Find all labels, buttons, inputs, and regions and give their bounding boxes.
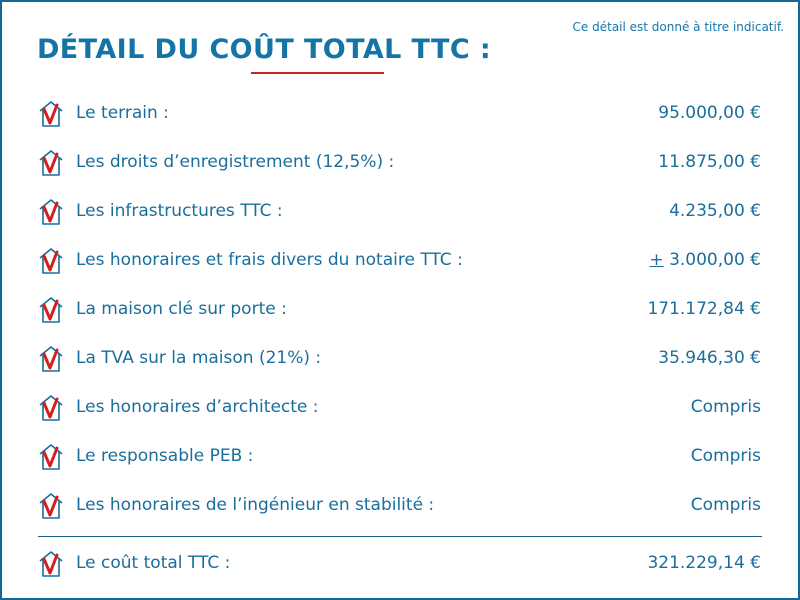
cost-value: 171.172,84 €	[647, 299, 761, 319]
cost-row-infrastructures: Les infrastructures TTC : 4.235,00 €	[36, 197, 763, 231]
house-checkmark-icon	[39, 395, 63, 421]
total-label: Le coût total TTC :	[76, 553, 231, 573]
cost-label: Les honoraires de l’ingénieur en stabili…	[76, 495, 435, 515]
cost-label: La TVA sur la maison (21%) :	[76, 348, 322, 368]
page-title: DÉTAIL DU COÛT TOTAL TTC :	[37, 34, 492, 65]
cost-row-terrain: Le terrain : 95.000,00 €	[36, 99, 763, 133]
cost-value: Compris	[690, 446, 761, 466]
cost-label: Le responsable PEB :	[76, 446, 254, 466]
total-divider	[38, 536, 762, 537]
cost-label: Les honoraires et frais divers du notair…	[76, 250, 463, 270]
cost-label: Les droits d’enregistrement (12,5%) :	[76, 152, 395, 172]
cost-value: 35.946,30 €	[658, 348, 761, 368]
cost-row-ingenieur: Les honoraires de l’ingénieur en stabili…	[36, 491, 763, 525]
house-checkmark-icon	[39, 199, 63, 225]
house-checkmark-icon	[39, 101, 63, 127]
total-value: 321.229,14 €	[647, 553, 761, 573]
cost-row-notaire: Les honoraires et frais divers du notair…	[36, 246, 763, 280]
house-checkmark-icon	[39, 150, 63, 176]
cost-row-architecte: Les honoraires d’architecte : Compris	[36, 393, 763, 427]
cost-value: 4.235,00 €	[669, 201, 761, 221]
house-checkmark-icon	[39, 493, 63, 519]
disclaimer-note: Ce détail est donné à titre indicatif.	[572, 20, 784, 34]
house-checkmark-icon	[39, 551, 63, 577]
cost-label: Le terrain :	[76, 103, 169, 123]
house-checkmark-icon	[39, 346, 63, 372]
plus-minus-sign: +	[649, 250, 664, 270]
cost-value: 11.875,00 €	[658, 152, 761, 172]
cost-row-maison: La maison clé sur porte : 171.172,84 €	[36, 295, 763, 329]
house-checkmark-icon	[39, 248, 63, 274]
cost-value: Compris	[690, 495, 761, 515]
cost-value: 3.000,00 €	[669, 250, 761, 270]
cost-label: Les infrastructures TTC :	[76, 201, 283, 221]
cost-label: La maison clé sur porte :	[76, 299, 287, 319]
house-checkmark-icon	[39, 444, 63, 470]
cost-row-droits: Les droits d’enregistrement (12,5%) : 11…	[36, 148, 763, 182]
cost-label: Les honoraires d’architecte :	[76, 397, 319, 417]
house-checkmark-icon	[39, 297, 63, 323]
cost-value: Compris	[690, 397, 761, 417]
title-underline	[251, 72, 384, 74]
cost-value: 95.000,00 €	[658, 103, 761, 123]
cost-value-approx: + 3.000,00 €	[649, 250, 761, 270]
cost-row-tva: La TVA sur la maison (21%) : 35.946,30 €	[36, 344, 763, 378]
cost-row-total: Le coût total TTC : 321.229,14 €	[36, 549, 763, 583]
cost-row-peb: Le responsable PEB : Compris	[36, 442, 763, 476]
